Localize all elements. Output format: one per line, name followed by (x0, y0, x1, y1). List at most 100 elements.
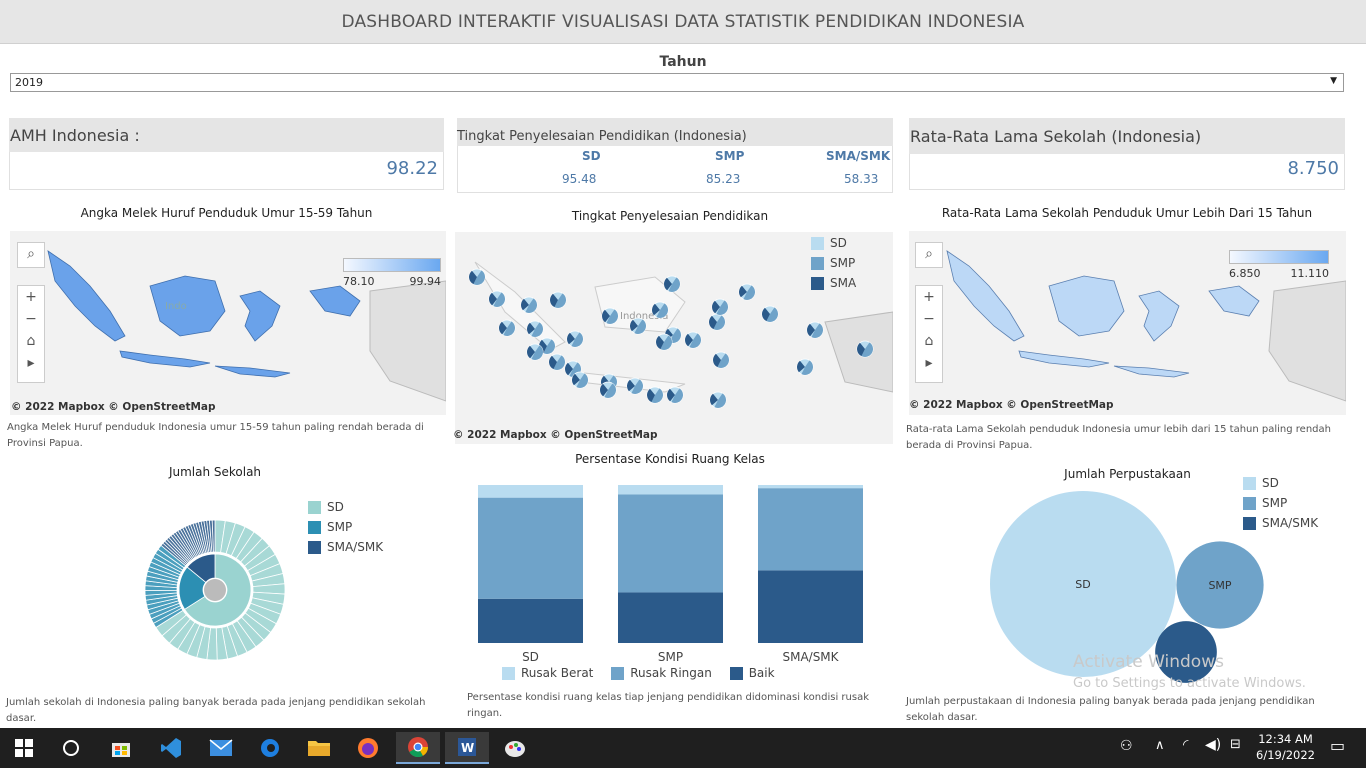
kpi-amh-value: 98.22 (386, 158, 438, 179)
bubble-sma-smk[interactable] (1155, 621, 1217, 683)
year-select[interactable]: 2019 ▼ (10, 73, 1344, 92)
vscode-icon[interactable] (151, 732, 191, 764)
completion-pie-marker[interactable] (526, 320, 544, 338)
completion-pie-marker[interactable] (629, 317, 647, 335)
zoom-out-icon[interactable]: − (923, 311, 935, 327)
legend-item-sma: SMA (811, 276, 856, 296)
firefox-icon[interactable] (348, 732, 388, 764)
legend-item-smp: SMP (1243, 496, 1318, 516)
completion-pie-marker[interactable] (709, 391, 727, 409)
sekolah-center (204, 579, 226, 601)
legend-label-sd: SD (830, 236, 847, 250)
map-rls-neighbor (1268, 280, 1346, 402)
sekolah-inner-slice-sma-smk[interactable] (186, 553, 216, 583)
map-completion-pie-markers (468, 268, 874, 409)
bar-smp-rusak-ringan[interactable] (618, 494, 723, 593)
bar-smp-rusak-berat[interactable] (618, 485, 723, 495)
people-icon[interactable]: ⚇ (1120, 738, 1133, 754)
word-icon[interactable]: W (445, 732, 489, 764)
map-amh-toolbar: ⌕ (17, 242, 45, 268)
bar-category-label: SMA/SMK (782, 650, 839, 664)
completion-pie-marker[interactable] (488, 290, 506, 308)
completion-pie-marker[interactable] (646, 386, 664, 404)
chevron-up-icon[interactable]: ∧ (1155, 738, 1165, 753)
volume-icon[interactable]: ◀) (1205, 737, 1222, 753)
completion-pie-marker[interactable] (738, 283, 756, 301)
windows-icon[interactable] (4, 732, 44, 764)
map-amh[interactable]: Indo 78.10 99.94 (10, 231, 446, 415)
bar-category-label: SD (522, 650, 539, 664)
bubble-label: SD (1075, 578, 1090, 591)
completion-pie-marker[interactable] (468, 268, 486, 286)
kpi-completion-sma-label: SMA/SMK (826, 149, 891, 163)
chrome-icon[interactable] (396, 732, 440, 764)
map-rls[interactable]: 6.850 11.110 (909, 231, 1346, 415)
bubble-smp[interactable] (1176, 541, 1264, 629)
map-completion-map-label: Indonesia (620, 311, 668, 322)
completion-pie-marker[interactable] (761, 305, 779, 323)
folder-icon[interactable] (299, 732, 339, 764)
kpi-rls-card: Rata-Rata Lama Sekolah (Indonesia) 8.750 (909, 118, 1345, 190)
chart-sekolah-title: Jumlah Sekolah (168, 465, 262, 479)
bar-sd-baik[interactable] (478, 598, 583, 643)
kpi-completion-sma-value: 58.33 (844, 172, 879, 186)
home-icon[interactable]: ⌂ (26, 333, 36, 349)
bar-sma-smk-rusak-berat[interactable] (758, 485, 863, 489)
map-amh-svg: Indo (47, 250, 446, 402)
bar-sd-rusak-berat[interactable] (478, 485, 583, 498)
sekolah-outer-slice[interactable] (211, 519, 216, 553)
completion-pie-marker[interactable] (666, 386, 684, 404)
chart-perpus-legend: SD SMP SMA/SMK (1243, 476, 1318, 536)
zoom-in-icon[interactable]: + (25, 289, 37, 305)
completion-pie-marker[interactable] (526, 343, 544, 361)
bar-sma-smk-baik[interactable] (758, 570, 863, 643)
home-icon[interactable]: ⌂ (924, 333, 934, 349)
bar-sd-rusak-ringan[interactable] (478, 497, 583, 599)
sekolah-inner-slice-sd[interactable] (184, 553, 252, 627)
completion-pie-marker[interactable] (626, 377, 644, 395)
search-circle-icon[interactable] (51, 732, 91, 764)
map-amh-legend: 78.10 99.94 (343, 258, 443, 289)
bar-sma-smk-rusak-ringan[interactable] (758, 488, 863, 571)
bubble-sd[interactable] (990, 491, 1176, 677)
completion-pie-marker[interactable] (520, 296, 538, 314)
kpi-amh-title: AMH Indonesia : (10, 126, 140, 145)
kpi-rls-title: Rata-Rata Lama Sekolah (Indonesia) (910, 127, 1202, 146)
play-icon[interactable]: ▸ (27, 355, 35, 371)
completion-pie-marker[interactable] (856, 340, 874, 358)
completion-pie-marker[interactable] (663, 275, 681, 293)
completion-pie-marker[interactable] (599, 381, 617, 399)
completion-pie-marker[interactable] (806, 321, 824, 339)
legend-label-sd: SD (327, 500, 344, 514)
completion-pie-marker[interactable] (796, 358, 814, 376)
completion-pie-marker[interactable] (655, 333, 673, 351)
zoom-in-icon[interactable]: + (923, 289, 935, 305)
search-icon[interactable]: ⌕ (27, 246, 35, 262)
network-icon[interactable]: ⊟ (1230, 737, 1241, 752)
completion-pie-marker[interactable] (712, 351, 730, 369)
wifi-icon[interactable]: ◜ (1183, 737, 1189, 753)
chevron-down-icon[interactable]: ▼ (1330, 76, 1337, 86)
play-icon[interactable]: ▸ (925, 355, 933, 371)
legend-item-smp: SMP (811, 256, 856, 276)
paint-icon[interactable] (495, 732, 535, 764)
completion-pie-marker[interactable] (708, 313, 726, 331)
map-completion[interactable]: Indonesia SD SMP SMA (455, 232, 893, 444)
completion-pie-marker[interactable] (711, 298, 729, 316)
completion-pie-marker[interactable] (566, 330, 584, 348)
completion-pie-marker[interactable] (651, 301, 669, 319)
completion-pie-marker[interactable] (601, 307, 619, 325)
notification-icon[interactable]: ▭ (1330, 736, 1346, 755)
completion-pie-marker[interactable] (548, 353, 566, 371)
bar-smp-baik[interactable] (618, 592, 723, 643)
store-icon[interactable] (101, 732, 141, 764)
clock[interactable]: 12:34 AM 6/19/2022 (1253, 731, 1318, 763)
completion-pie-marker[interactable] (498, 319, 516, 337)
completion-pie-marker[interactable] (549, 291, 567, 309)
completion-pie-marker[interactable] (684, 331, 702, 349)
completion-pie-marker[interactable] (571, 371, 589, 389)
search-icon[interactable]: ⌕ (925, 246, 933, 262)
mail-icon[interactable] (201, 732, 241, 764)
edge-icon[interactable] (250, 732, 290, 764)
zoom-out-icon[interactable]: − (25, 311, 37, 327)
